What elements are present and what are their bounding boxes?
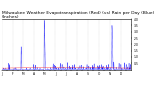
Text: Milwaukee Weather Evapotranspiration (Red) (vs) Rain per Day (Blue) (Inches): Milwaukee Weather Evapotranspiration (Re… (2, 11, 154, 19)
